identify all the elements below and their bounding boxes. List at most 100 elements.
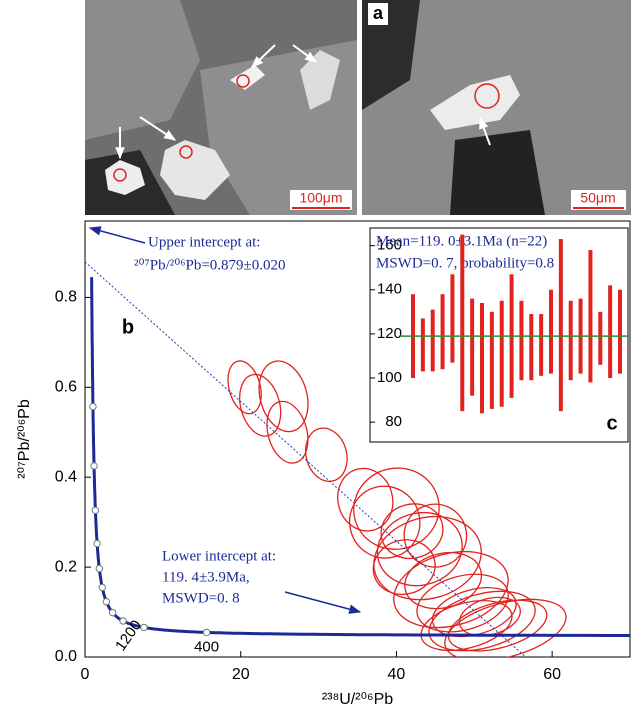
error-ellipse — [372, 539, 436, 596]
error-ellipse — [373, 515, 482, 601]
error-bar — [529, 314, 534, 381]
age-marker — [108, 608, 117, 617]
age-marker — [98, 583, 106, 592]
error-bar — [588, 250, 593, 383]
y-tick-label: 160 — [377, 237, 402, 254]
x-axis-label: ²³⁸U/²⁰⁶Pb — [322, 691, 393, 708]
error-ellipse — [447, 599, 548, 652]
mnz-grain — [430, 75, 520, 130]
error-ellipse — [416, 573, 509, 633]
age-marker — [91, 506, 100, 515]
mnz-grain — [160, 140, 230, 200]
error-bar — [568, 300, 573, 381]
clip-group — [85, 261, 630, 657]
error-bar — [549, 289, 553, 374]
error-ellipse — [304, 427, 348, 482]
concordia-curve — [90, 277, 630, 637]
label-box — [368, 3, 388, 25]
x-tick-label: 40 — [388, 666, 406, 683]
y-tick-label: 140 — [377, 281, 402, 298]
pointer — [139, 116, 177, 141]
inset-text: MSWD=0. 7, probability=0.8 — [376, 255, 554, 271]
error-ellipse — [404, 552, 483, 610]
error-ellipse — [337, 467, 394, 532]
arrow — [88, 226, 146, 244]
scale-label: 50μm — [580, 190, 615, 206]
y-tick-label: 80 — [385, 413, 402, 430]
age-label: 1200 — [112, 617, 145, 654]
spot — [113, 168, 127, 182]
error-bar — [489, 311, 494, 409]
pointer — [479, 116, 491, 146]
error-ellipse — [227, 360, 262, 415]
error-bar — [430, 309, 435, 372]
y-tick-label: 0.8 — [55, 289, 77, 306]
arrow — [284, 591, 362, 614]
error-ellipse — [380, 503, 444, 560]
error-ellipse — [444, 598, 567, 657]
age-marker — [93, 539, 101, 548]
annotation: Upper intercept at: — [148, 234, 260, 250]
error-ellipse — [420, 600, 513, 652]
scale-box — [571, 190, 626, 210]
y-tick-label: 0.0 — [55, 648, 77, 665]
age-marker — [119, 617, 127, 625]
age-marker — [202, 628, 211, 637]
y-tick-label: 0.6 — [55, 379, 77, 396]
scale-label: 100μm — [299, 190, 342, 206]
mnz-grain — [300, 50, 340, 110]
error-bar — [598, 311, 603, 365]
bse-images: a 100μm 50μm — [85, 0, 631, 215]
age-label: 400 — [194, 638, 219, 655]
spot — [236, 74, 250, 88]
panel-label: c — [606, 412, 617, 434]
annotation: 119. 4±3.9Ma, — [162, 569, 250, 585]
error-bar — [450, 274, 455, 363]
age-marker — [90, 462, 98, 470]
pore — [362, 0, 420, 110]
pore — [450, 130, 545, 215]
plot-frame — [84, 220, 631, 658]
annotation: Lower intercept at: — [162, 548, 276, 564]
annotation: ²⁰⁷Pb/²⁰⁶Pb=0.879±0.020 — [134, 257, 286, 273]
annotations: Upper intercept at: ²⁰⁷Pb/²⁰⁶Pb=0.879±0.… — [88, 226, 362, 614]
y-tick-label: 0.4 — [55, 468, 77, 485]
spot — [474, 83, 500, 109]
error-bar — [470, 298, 475, 396]
error-bar — [460, 234, 465, 412]
y-tick-label: 100 — [377, 369, 402, 386]
error-bar — [539, 314, 544, 376]
y-tick-label: 120 — [377, 325, 402, 342]
error-ellipse — [266, 400, 309, 464]
error-bar — [618, 289, 622, 374]
error-bar — [519, 300, 524, 381]
age-marker — [95, 564, 104, 573]
error-ellipse — [258, 360, 309, 433]
error-bar — [420, 318, 425, 372]
plot: 0 20 40 60 0.0 0.2 0.4 0.6 0.8 ²³⁸U/²⁰⁶Pb ²⁰⁷Pb/²⁰… — [16, 220, 631, 708]
panel-label: a — [373, 3, 384, 23]
error-bar — [499, 300, 504, 407]
age-marker — [140, 623, 148, 632]
discordia — [85, 261, 527, 657]
y-axis-label: ²⁰⁷Pb/²⁰⁶Pb — [16, 399, 33, 479]
x-tick-label: 0 — [81, 666, 90, 683]
annotation: MSWD=0. 8 — [162, 590, 240, 606]
error-bar — [440, 294, 445, 370]
error-bar — [608, 285, 613, 379]
panel-label: b — [122, 316, 134, 338]
grain — [85, 0, 200, 140]
error-ellipse — [403, 503, 468, 568]
age-marker — [102, 598, 111, 606]
pointer — [292, 44, 317, 63]
error-bar — [558, 239, 563, 412]
scale-box — [290, 190, 352, 210]
spot — [179, 145, 193, 159]
x-tick-label: 20 — [232, 666, 250, 683]
error-ellipse — [349, 485, 421, 559]
pointer — [251, 44, 276, 68]
x-tick-label: 60 — [543, 666, 561, 683]
error-ellipse — [376, 512, 463, 587]
error-bar — [480, 303, 484, 414]
